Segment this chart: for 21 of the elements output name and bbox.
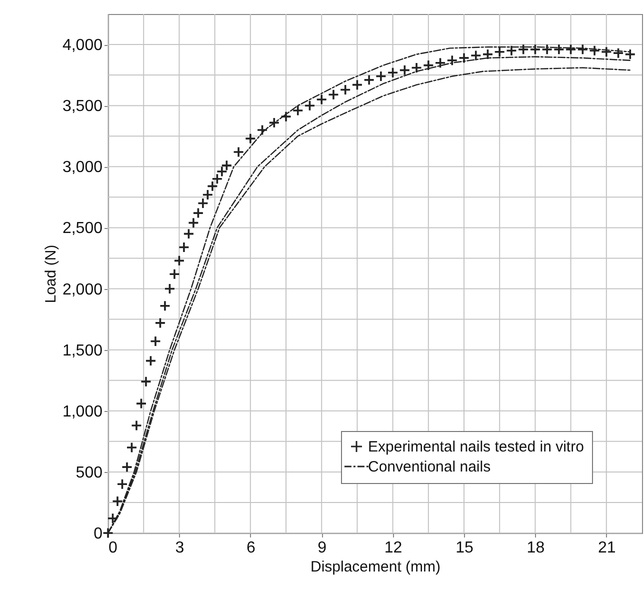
x-tick-label: 18 [526, 540, 545, 556]
y-tick-label: 2,000 [62, 281, 103, 298]
x-tick-label: 0 [108, 540, 118, 556]
x-tick-label: 3 [175, 540, 184, 556]
x-tick-label: 15 [456, 540, 474, 556]
legend-label: Conventional nails [368, 458, 491, 476]
y-axis-title: Load (N) [42, 244, 60, 304]
x-axis-title: Displacement (mm) [310, 558, 441, 576]
x-tick-label: 12 [384, 540, 402, 556]
y-tick-label: 1,500 [62, 342, 103, 360]
y-tick-label: 3,000 [62, 159, 103, 176]
y-tick-label: 500 [76, 464, 103, 482]
x-tick-label: 9 [318, 540, 327, 556]
y-tick-label: 3,500 [62, 98, 103, 116]
y-tick-label: 1,000 [62, 403, 103, 420]
y-tick-label: 0 [94, 526, 103, 542]
x-tick-label: 6 [246, 540, 256, 556]
legend-label: Experimental nails tested in vitro [368, 438, 584, 456]
y-tick-label: 4,000 [62, 37, 103, 54]
y-tick-label: 2,500 [62, 220, 103, 238]
x-tick-label: 21 [598, 540, 616, 556]
